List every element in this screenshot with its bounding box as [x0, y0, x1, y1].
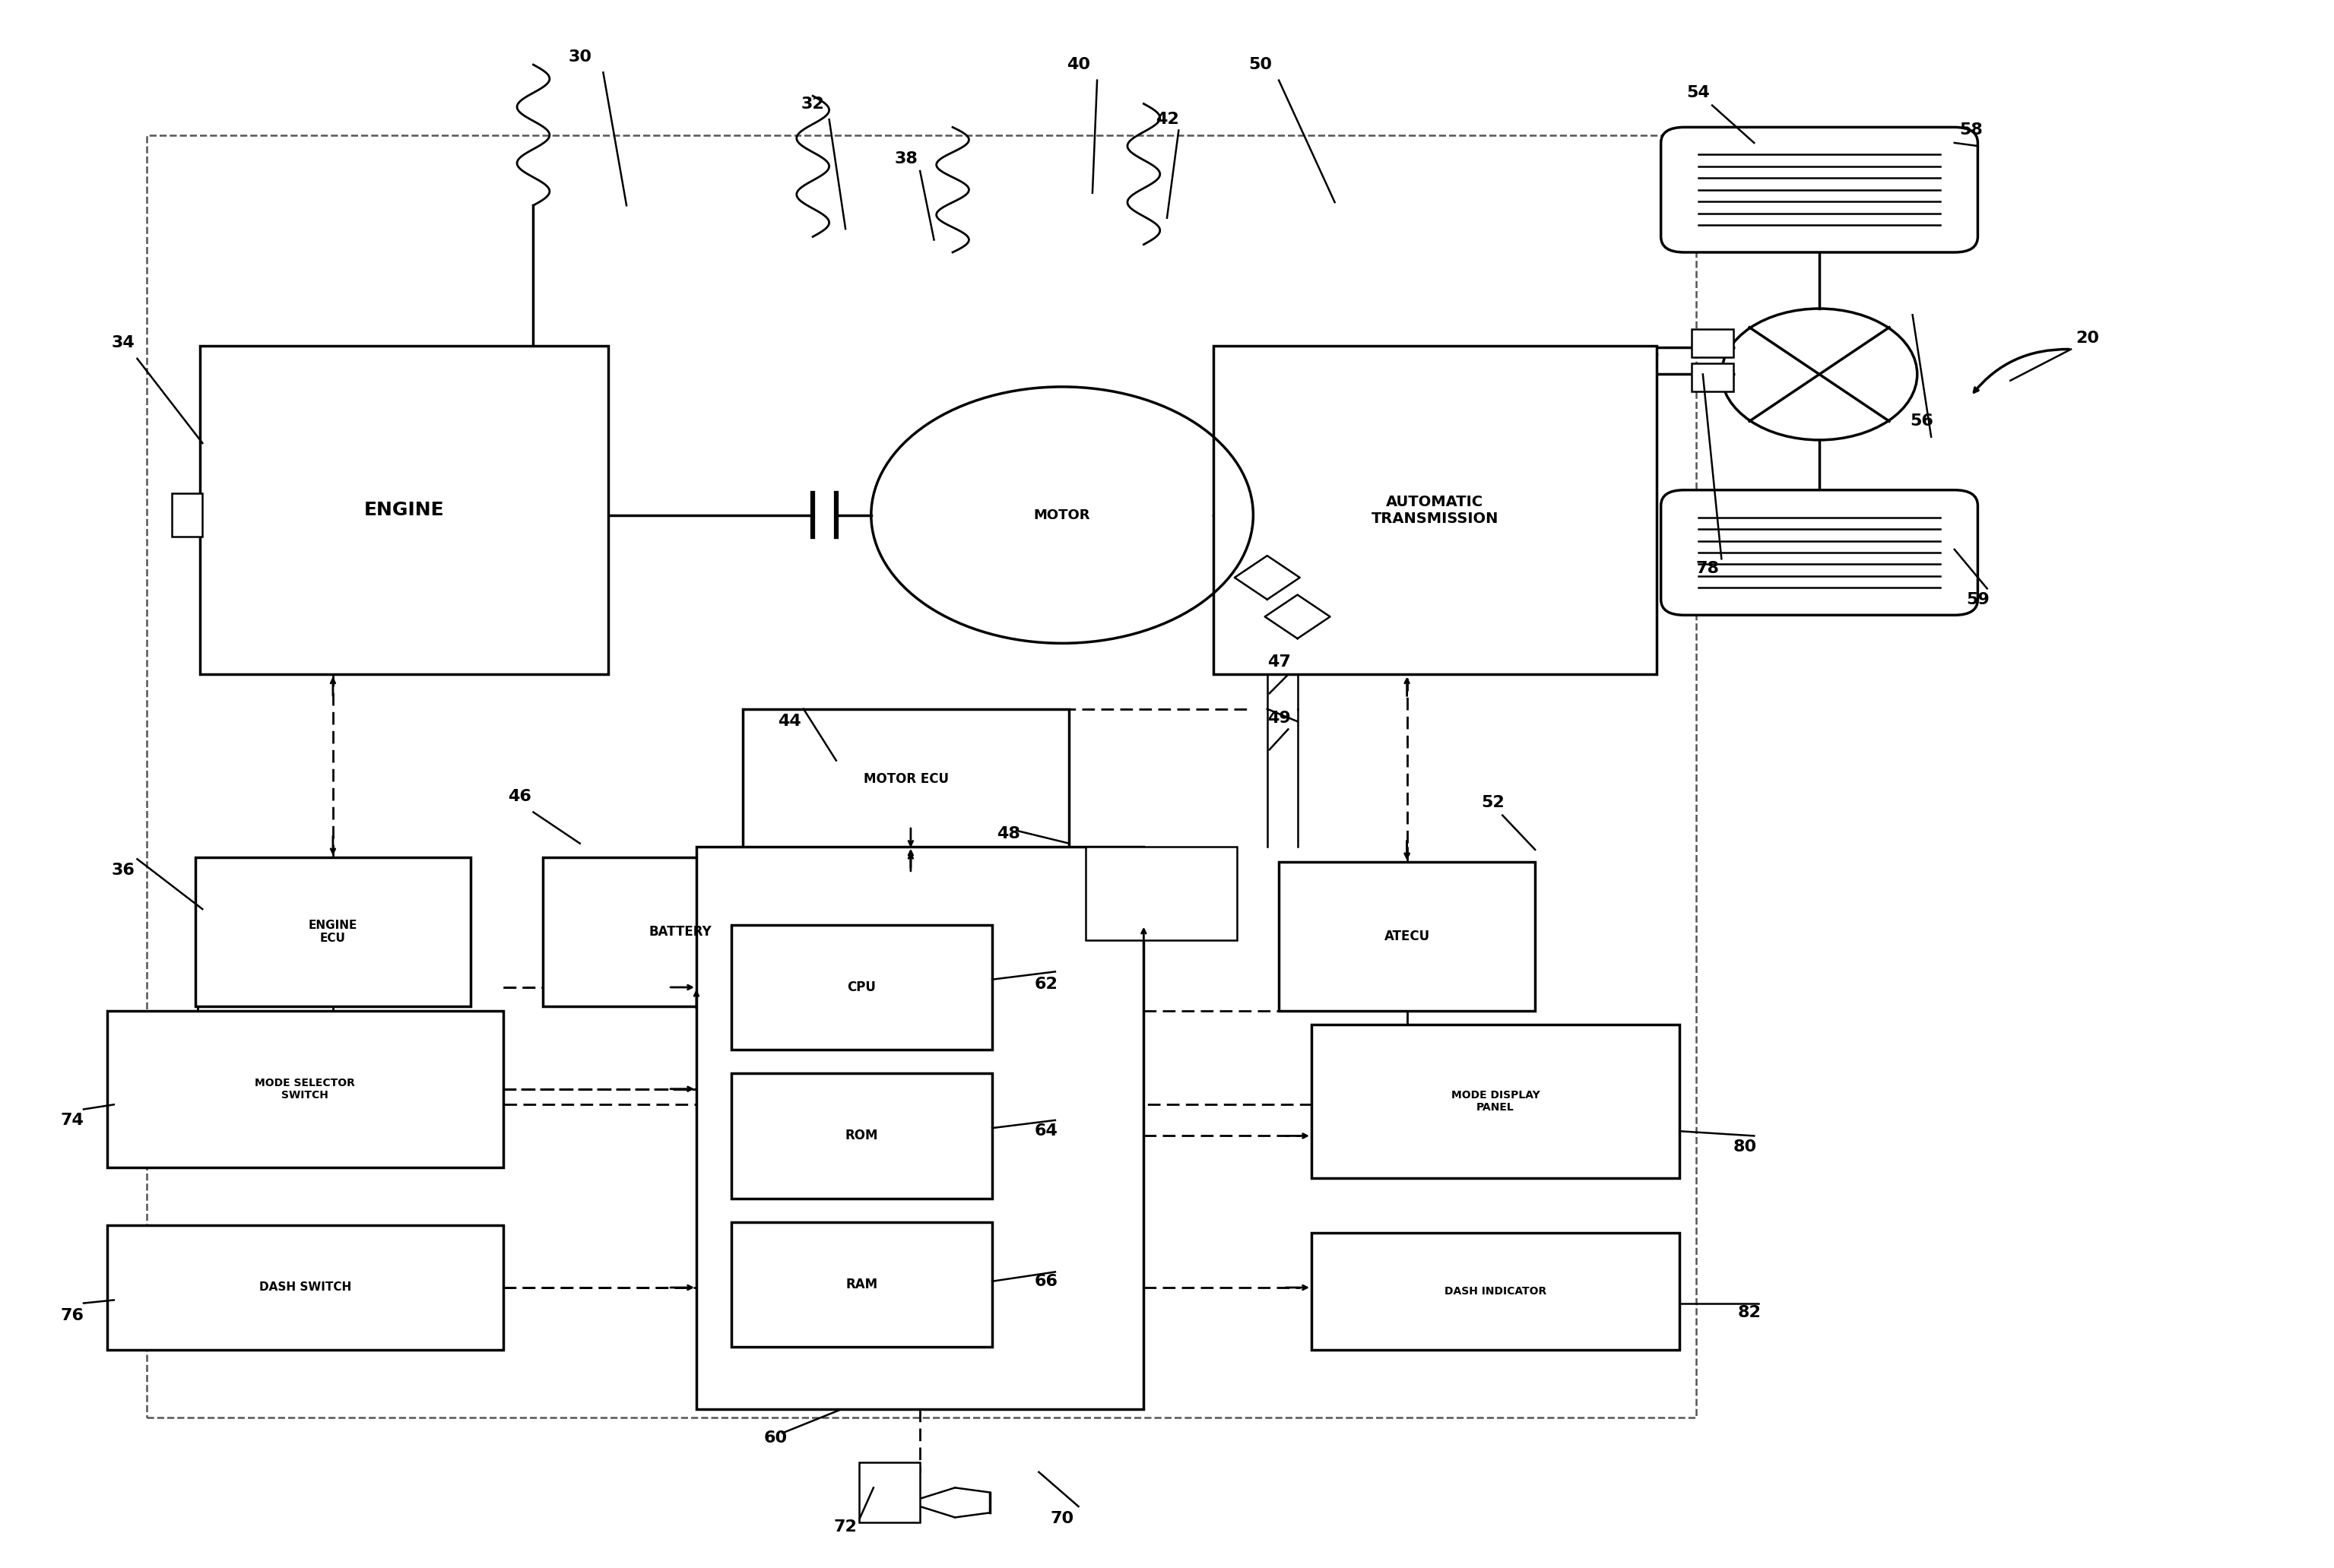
Text: 62: 62	[1034, 977, 1057, 993]
Text: 38: 38	[894, 151, 917, 166]
Text: 34: 34	[112, 336, 135, 351]
Text: 40: 40	[1067, 56, 1090, 72]
Text: ENGINE
ECU: ENGINE ECU	[308, 919, 357, 944]
Text: RAM: RAM	[845, 1278, 878, 1292]
Bar	[1692, 364, 1734, 392]
FancyBboxPatch shape	[1662, 127, 1977, 252]
FancyBboxPatch shape	[201, 347, 607, 674]
Text: DASH INDICATOR: DASH INDICATOR	[1445, 1286, 1547, 1297]
Text: ATECU: ATECU	[1384, 930, 1431, 944]
Text: 46: 46	[506, 789, 532, 804]
Text: BATTERY: BATTERY	[649, 925, 712, 939]
FancyBboxPatch shape	[696, 847, 1144, 1410]
FancyBboxPatch shape	[731, 925, 992, 1051]
Text: MODE SELECTOR
SWITCH: MODE SELECTOR SWITCH	[254, 1077, 355, 1101]
Text: DASH SWITCH: DASH SWITCH	[259, 1281, 350, 1294]
Text: 36: 36	[112, 862, 135, 878]
Text: 54: 54	[1687, 85, 1711, 100]
Text: 64: 64	[1034, 1124, 1057, 1138]
Text: ROM: ROM	[845, 1129, 878, 1143]
Text: 78: 78	[1697, 561, 1720, 575]
Text: 48: 48	[997, 826, 1020, 842]
Bar	[1692, 329, 1734, 358]
FancyBboxPatch shape	[1279, 862, 1536, 1011]
Text: 70: 70	[1050, 1512, 1074, 1527]
FancyBboxPatch shape	[1214, 347, 1657, 674]
Bar	[173, 494, 203, 536]
FancyBboxPatch shape	[107, 1225, 504, 1350]
Text: 72: 72	[833, 1519, 857, 1535]
FancyBboxPatch shape	[107, 1011, 504, 1167]
Text: 20: 20	[2075, 331, 2098, 347]
FancyBboxPatch shape	[1312, 1232, 1680, 1350]
Text: 47: 47	[1267, 654, 1291, 670]
Text: ENGINE: ENGINE	[364, 502, 443, 519]
Text: MOTOR ECU: MOTOR ECU	[864, 773, 948, 786]
FancyBboxPatch shape	[731, 1221, 992, 1347]
Text: 30: 30	[567, 49, 593, 64]
FancyBboxPatch shape	[1662, 491, 1977, 615]
Text: 52: 52	[1482, 795, 1505, 811]
Text: 59: 59	[1965, 591, 1989, 607]
FancyBboxPatch shape	[1085, 847, 1237, 941]
Text: 66: 66	[1034, 1273, 1057, 1289]
Text: 80: 80	[1732, 1140, 1758, 1154]
Text: 49: 49	[1267, 710, 1291, 726]
FancyBboxPatch shape	[196, 858, 471, 1007]
Text: 44: 44	[777, 713, 801, 729]
Text: MODE DISPLAY
PANEL: MODE DISPLAY PANEL	[1452, 1090, 1540, 1113]
Text: 58: 58	[1958, 122, 1982, 138]
FancyBboxPatch shape	[1312, 1025, 1680, 1178]
Text: 50: 50	[1249, 56, 1272, 72]
FancyBboxPatch shape	[731, 1074, 992, 1198]
Text: 60: 60	[763, 1430, 787, 1446]
Text: MOTOR: MOTOR	[1034, 508, 1090, 522]
FancyBboxPatch shape	[541, 858, 817, 1007]
Text: AUTOMATIC
TRANSMISSION: AUTOMATIC TRANSMISSION	[1372, 495, 1498, 525]
FancyBboxPatch shape	[742, 709, 1069, 850]
Text: 32: 32	[801, 96, 824, 111]
Text: 74: 74	[61, 1113, 84, 1127]
Text: 82: 82	[1739, 1305, 1762, 1320]
FancyBboxPatch shape	[859, 1463, 920, 1523]
Text: CPU: CPU	[847, 980, 875, 994]
Text: 42: 42	[1155, 111, 1179, 127]
Text: 56: 56	[1909, 414, 1933, 428]
Text: 76: 76	[61, 1308, 84, 1323]
